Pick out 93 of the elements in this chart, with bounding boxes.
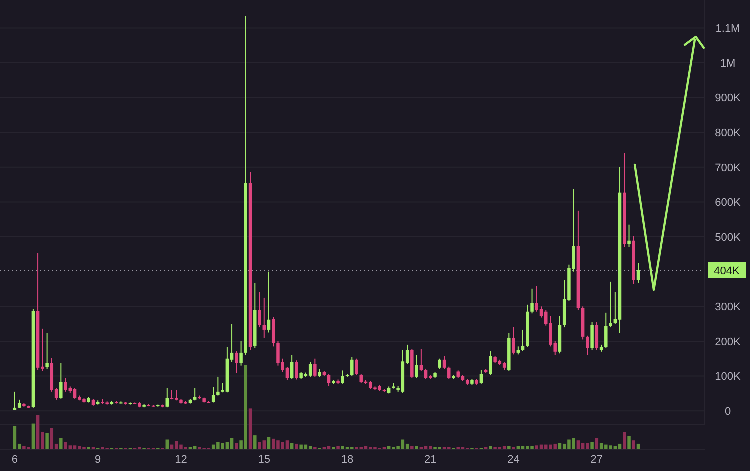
bar	[636, 444, 640, 449]
candlestick	[166, 388, 169, 408]
candlestick	[262, 297, 266, 338]
bar	[489, 446, 492, 449]
candlestick	[442, 356, 446, 370]
y-tick-label: 0	[724, 406, 732, 418]
bar	[32, 424, 36, 449]
y-tick-label: 500K	[715, 232, 742, 244]
x-tick-label: 21	[424, 454, 437, 466]
x-tick-label: 15	[258, 454, 270, 466]
candlestick	[350, 356, 354, 377]
bar	[558, 443, 562, 449]
bar	[576, 440, 580, 449]
y-tick-label: 900K	[715, 92, 742, 105]
candlestick	[240, 340, 243, 366]
candlestick	[295, 360, 298, 380]
ref-line-label: 404K	[714, 265, 740, 278]
candlestick	[480, 370, 484, 384]
bar	[595, 438, 599, 449]
bar	[623, 432, 626, 449]
bar	[166, 440, 169, 449]
candlestick	[60, 362, 63, 400]
candlestick	[609, 281, 612, 328]
y-tick-label: 1M	[720, 58, 736, 70]
candlestick	[355, 358, 358, 376]
bar	[415, 446, 418, 449]
y-tick-label: 700K	[715, 162, 742, 174]
candlestick	[448, 366, 451, 380]
bar	[46, 433, 49, 449]
bar	[327, 446, 331, 449]
candlestick	[308, 362, 312, 378]
bar	[618, 444, 622, 449]
bar	[406, 444, 410, 449]
candlestick	[595, 322, 599, 351]
candlestick	[170, 390, 174, 400]
candlestick	[267, 271, 271, 334]
bar	[235, 443, 238, 449]
candlestick	[327, 374, 331, 387]
bar	[590, 442, 594, 449]
bar	[341, 446, 345, 449]
x-tick-label: 12	[175, 454, 188, 466]
bar	[73, 446, 77, 449]
y-tick-label: 600K	[715, 197, 742, 210]
y-tick-label: 100K	[715, 371, 742, 384]
x-tick-label: 27	[590, 454, 604, 466]
bar	[516, 446, 520, 449]
bar	[508, 446, 511, 449]
x-tick-label: 18	[341, 454, 354, 466]
y-tick-label: 200K	[715, 336, 742, 348]
candlestick	[420, 348, 424, 372]
candlestick	[290, 354, 294, 380]
candlestick	[73, 388, 77, 400]
x-tick-label: 9	[95, 454, 102, 466]
bar	[60, 438, 63, 449]
bar	[267, 437, 271, 449]
candlestick	[415, 354, 418, 379]
candlestick	[489, 350, 492, 376]
candlestick	[628, 224, 631, 248]
candlestick	[216, 376, 220, 396]
candlestick	[258, 292, 262, 328]
bar	[410, 446, 414, 449]
bar	[632, 440, 636, 449]
bar	[13, 426, 17, 449]
candlestick	[174, 390, 178, 402]
bar	[628, 436, 631, 449]
candlestick	[360, 374, 363, 384]
candlestick	[512, 326, 516, 356]
candlestick	[212, 386, 216, 404]
x-tick-label: 6	[12, 454, 18, 466]
candlestick	[438, 358, 442, 370]
y-tick-label: 300K	[715, 302, 742, 314]
candlestick	[636, 262, 640, 284]
bar	[336, 446, 340, 449]
bar	[230, 438, 234, 449]
candlestick	[604, 312, 608, 349]
candlestick	[193, 388, 197, 402]
candlestick	[586, 335, 590, 356]
bar	[193, 446, 197, 449]
bar	[50, 428, 54, 449]
candlestick	[530, 288, 534, 314]
candlestick	[590, 322, 594, 351]
bar	[248, 408, 252, 449]
y-tick-label: 1.1M	[716, 23, 740, 36]
bar	[254, 436, 257, 449]
candlestick	[314, 358, 317, 378]
y-tick-label: 800K	[715, 127, 742, 140]
bar	[308, 446, 312, 449]
bar	[295, 444, 298, 449]
candlestick	[235, 350, 238, 374]
bar	[290, 443, 294, 449]
bar	[502, 446, 506, 449]
candlestick	[46, 332, 49, 370]
x-tick-label: 24	[508, 454, 520, 466]
